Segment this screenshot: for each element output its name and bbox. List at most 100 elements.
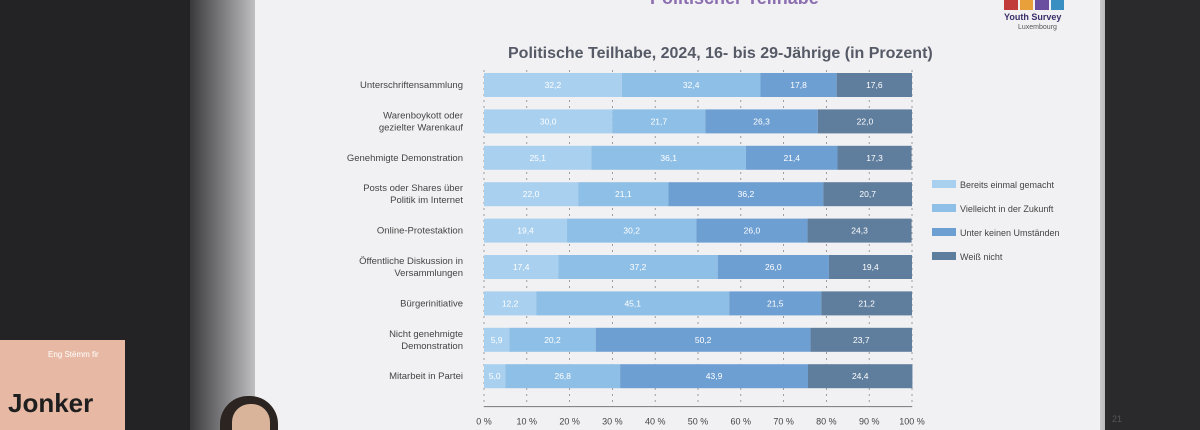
bar-segment <box>696 218 808 243</box>
x-tick-label: 0 % <box>476 417 492 427</box>
logo-subtext: Luxembourg <box>1018 24 1057 31</box>
data-label: 19,4 <box>862 262 879 272</box>
data-label: 19,4 <box>517 226 534 236</box>
data-label: 50,2 <box>695 335 712 345</box>
bar-segment <box>567 218 697 243</box>
banner-logo-text: Jonker <box>8 388 94 418</box>
data-label: 26,0 <box>765 262 782 272</box>
bar-segment <box>823 182 912 207</box>
bar-segment <box>717 255 829 279</box>
bar-segment <box>484 291 537 316</box>
data-label: 22,0 <box>523 189 540 199</box>
bar-segment <box>484 145 592 170</box>
bar-segment <box>595 327 811 352</box>
slide-top-title: Politischer Teilhabe <box>650 0 819 9</box>
legend-swatch <box>932 204 956 212</box>
bar-segment <box>484 73 622 97</box>
bar-segment <box>484 218 568 243</box>
bar-segment <box>817 109 912 134</box>
data-label: 20,7 <box>859 189 876 199</box>
data-label: 23,7 <box>853 335 870 345</box>
category-label: Nicht genehmigte <box>389 329 463 340</box>
bar-segment <box>821 291 912 316</box>
data-label: 26,0 <box>744 226 761 236</box>
data-label: 5,9 <box>491 335 503 345</box>
x-tick-label: 20 % <box>559 417 580 427</box>
data-label: 5,0 <box>489 371 501 381</box>
data-label: 26,8 <box>554 371 571 381</box>
category-label: Warenboykott oder <box>383 110 463 121</box>
data-label: 17,8 <box>790 80 807 90</box>
x-tick-label: 30 % <box>602 417 623 427</box>
bar-segment <box>484 327 510 352</box>
data-label: 17,4 <box>513 262 530 272</box>
x-tick-label: 60 % <box>731 417 752 427</box>
x-tick-label: 40 % <box>645 417 666 427</box>
bar-segment <box>509 327 596 352</box>
x-tick-label: 90 % <box>859 417 880 427</box>
category-label: Genehmigte Demonstration <box>347 153 463 164</box>
bar-segment <box>484 364 506 389</box>
bar-segment <box>484 182 579 207</box>
data-label: 17,3 <box>866 153 883 163</box>
data-label: 32,2 <box>545 80 562 90</box>
data-label: 21,2 <box>858 298 875 308</box>
bar-segment <box>578 182 669 207</box>
category-label: Versammlungen <box>394 268 463 279</box>
data-label: 21,5 <box>767 298 784 308</box>
bar-segment <box>810 327 912 352</box>
bar-segment <box>705 109 818 134</box>
data-label: 32,4 <box>683 80 700 90</box>
bar-segment <box>745 145 838 170</box>
category-label: Öffentliche Diskussion in <box>359 256 463 267</box>
bar-segment <box>760 73 837 97</box>
category-label: Posts oder Shares über <box>363 183 463 194</box>
bar-segment <box>621 73 761 97</box>
bar-segment <box>484 255 559 279</box>
bar-segment <box>836 73 912 97</box>
data-label: 26,3 <box>753 116 770 126</box>
bar-segment <box>729 291 822 316</box>
x-tick-label: 80 % <box>816 417 837 427</box>
data-label: 17,6 <box>866 80 883 90</box>
category-label: gezielter Warenkauf <box>379 122 463 133</box>
bar-segment <box>505 364 621 389</box>
bar-segment <box>668 182 824 207</box>
x-tick-label: 70 % <box>773 417 794 427</box>
data-label: 37,2 <box>630 262 647 272</box>
screen-edge-left <box>190 0 260 430</box>
category-label: Demonstration <box>401 341 463 352</box>
bar-segment <box>536 291 730 316</box>
legend-label: Vielleicht in der Zukunft <box>960 204 1054 214</box>
projection-screen <box>255 0 1110 430</box>
data-label: 21,7 <box>651 116 668 126</box>
page-number: 21 <box>1112 414 1123 424</box>
data-label: 22,0 <box>857 116 874 126</box>
logo-text: Youth Survey <box>1004 12 1062 22</box>
logo-color-strip <box>1004 0 1064 10</box>
bar-segment <box>591 145 746 170</box>
data-label: 30,0 <box>540 116 557 126</box>
bar-segment <box>807 218 912 243</box>
bar-segment <box>612 109 706 134</box>
bar-segment <box>807 364 913 389</box>
data-label: 20,2 <box>544 335 561 345</box>
bar-segment <box>558 255 718 279</box>
category-label: Online-Protestaktion <box>377 226 463 237</box>
bar-segment <box>837 145 912 170</box>
chart-title: Politische Teilhabe, 2024, 16- bis 29-Jä… <box>508 45 933 62</box>
data-label: 24,4 <box>852 371 869 381</box>
category-label: Unterschriftensammlung <box>360 80 463 91</box>
data-label: 12,2 <box>502 298 519 308</box>
data-label: 25,1 <box>529 153 546 163</box>
presenter-face <box>232 404 270 430</box>
x-tick-label: 100 % <box>899 417 925 427</box>
x-tick-label: 50 % <box>688 417 709 427</box>
bar-segment <box>828 255 912 279</box>
data-label: 30,2 <box>623 226 640 236</box>
x-tick-label: 10 % <box>517 417 538 427</box>
legend-label: Weiß nicht <box>960 252 1003 262</box>
right-wall <box>1105 0 1200 430</box>
category-label: Mitarbeit in Partei <box>389 371 463 382</box>
